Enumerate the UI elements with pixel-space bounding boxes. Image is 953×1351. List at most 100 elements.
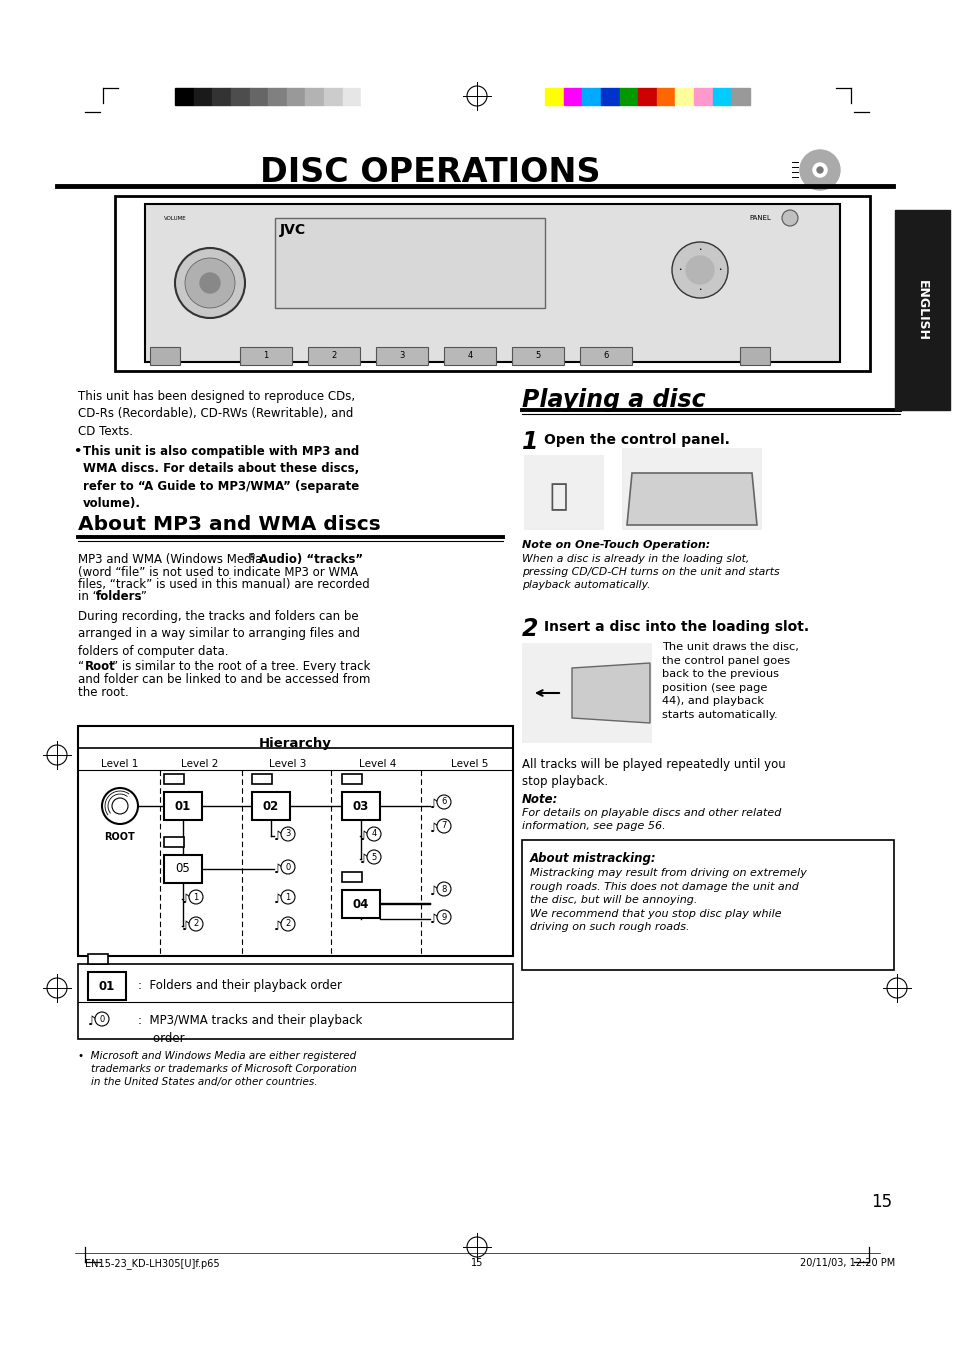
Text: 0: 0 — [99, 1015, 105, 1024]
Bar — [523, 455, 603, 530]
Text: .”: .” — [138, 590, 148, 603]
Text: “: “ — [78, 661, 84, 673]
Text: 🔑: 🔑 — [549, 482, 568, 512]
Text: ♪: ♪ — [359, 852, 368, 866]
Circle shape — [812, 163, 826, 177]
Text: 05: 05 — [175, 862, 191, 875]
Bar — [512, 347, 563, 365]
Text: Playing a disc: Playing a disc — [521, 388, 705, 412]
Text: 4: 4 — [467, 351, 472, 361]
Bar — [581, 88, 600, 105]
Bar — [268, 88, 287, 105]
Text: 3: 3 — [399, 351, 404, 361]
Text: ♪: ♪ — [359, 830, 368, 843]
Bar — [712, 88, 731, 105]
Bar — [164, 838, 184, 847]
Text: •: • — [73, 444, 81, 458]
Bar — [213, 88, 231, 105]
Circle shape — [95, 1012, 109, 1025]
Text: •  Microsoft and Windows Media are either registered
    trademarks or trademark: • Microsoft and Windows Media are either… — [78, 1051, 356, 1088]
Bar — [164, 774, 184, 784]
Bar — [521, 840, 893, 970]
Polygon shape — [626, 473, 757, 526]
Text: ♪: ♪ — [430, 885, 437, 897]
Bar — [174, 88, 193, 105]
Bar — [341, 890, 379, 917]
Bar — [252, 792, 290, 820]
Text: 03: 03 — [353, 800, 369, 812]
Text: 6: 6 — [602, 351, 608, 361]
Circle shape — [102, 788, 138, 824]
Text: •: • — [718, 267, 720, 273]
Text: 1: 1 — [193, 893, 198, 901]
Bar — [375, 347, 428, 365]
Text: ♪: ♪ — [274, 830, 282, 843]
Circle shape — [367, 850, 380, 865]
Text: The unit draws the disc,
the control panel goes
back to the previous
position (s: The unit draws the disc, the control pan… — [661, 642, 798, 720]
Text: :  MP3/WMA tracks and their playback
    order: : MP3/WMA tracks and their playback orde… — [138, 1015, 362, 1044]
Bar — [274, 218, 544, 308]
Text: ROOT: ROOT — [105, 832, 135, 842]
Text: Note:: Note: — [521, 793, 558, 807]
Text: Level 2: Level 2 — [181, 759, 218, 769]
Text: ” is similar to the root of a tree. Every track: ” is similar to the root of a tree. Ever… — [112, 661, 370, 673]
Text: 2: 2 — [331, 351, 336, 361]
Bar — [443, 347, 496, 365]
Circle shape — [436, 882, 451, 896]
Text: ♪: ♪ — [430, 821, 437, 835]
Polygon shape — [572, 663, 649, 723]
Text: When a disc is already in the loading slot,
pressing CD/CD-CH turns on the unit : When a disc is already in the loading sl… — [521, 554, 779, 590]
Text: 1: 1 — [285, 893, 291, 901]
Circle shape — [436, 819, 451, 834]
Text: 2: 2 — [521, 617, 537, 640]
Bar — [308, 347, 359, 365]
Bar — [894, 209, 949, 409]
Text: All tracks will be played repeatedly until you
stop playback.: All tracks will be played repeatedly unt… — [521, 758, 785, 789]
Circle shape — [189, 917, 203, 931]
Text: MP3 and WMA (Windows Media: MP3 and WMA (Windows Media — [78, 553, 262, 566]
Bar — [193, 88, 213, 105]
Circle shape — [671, 242, 727, 299]
Bar — [88, 954, 108, 965]
Text: in “: in “ — [78, 590, 99, 603]
Text: (word “file” is not used to indicate MP3 or WMA: (word “file” is not used to indicate MP3… — [78, 566, 358, 580]
Bar — [618, 88, 638, 105]
Circle shape — [185, 258, 234, 308]
Text: ®: ® — [248, 553, 256, 562]
Text: 6: 6 — [441, 797, 446, 807]
Text: 01: 01 — [174, 800, 191, 812]
Text: ♪: ♪ — [274, 893, 282, 905]
Text: ♪: ♪ — [430, 797, 437, 811]
Bar — [164, 792, 202, 820]
Text: 9: 9 — [441, 912, 446, 921]
Text: Open the control panel.: Open the control panel. — [543, 434, 729, 447]
Text: About mistracking:: About mistracking: — [530, 852, 656, 865]
Text: ♪: ♪ — [88, 1015, 96, 1028]
Text: For details on playable discs and other related
information, see page 56.: For details on playable discs and other … — [521, 808, 781, 831]
Bar — [579, 347, 631, 365]
Text: VOLUME: VOLUME — [164, 216, 186, 220]
Bar — [521, 643, 651, 743]
Text: Level 3: Level 3 — [269, 759, 306, 769]
Circle shape — [200, 273, 220, 293]
Circle shape — [281, 890, 294, 904]
Text: :  Folders and their playback order: : Folders and their playback order — [138, 979, 341, 992]
Text: 3: 3 — [285, 830, 291, 839]
Text: •: • — [698, 288, 701, 293]
Text: ♪: ♪ — [274, 862, 282, 875]
Text: Level 5: Level 5 — [451, 759, 488, 769]
Circle shape — [781, 209, 797, 226]
Circle shape — [436, 911, 451, 924]
Text: ♪: ♪ — [274, 920, 282, 932]
Circle shape — [816, 168, 822, 173]
Text: 1: 1 — [521, 430, 537, 454]
Bar — [231, 88, 250, 105]
Text: This unit has been designed to reproduce CDs,
CD-Rs (Recordable), CD-RWs (Rewrit: This unit has been designed to reproduce… — [78, 390, 355, 438]
Text: 0: 0 — [285, 862, 291, 871]
Text: 5: 5 — [535, 351, 540, 361]
Bar — [164, 855, 202, 884]
Circle shape — [281, 917, 294, 931]
Text: DISC OPERATIONS: DISC OPERATIONS — [259, 157, 599, 189]
Text: ENGLISH: ENGLISH — [915, 280, 927, 340]
Text: the root.: the root. — [78, 686, 129, 698]
